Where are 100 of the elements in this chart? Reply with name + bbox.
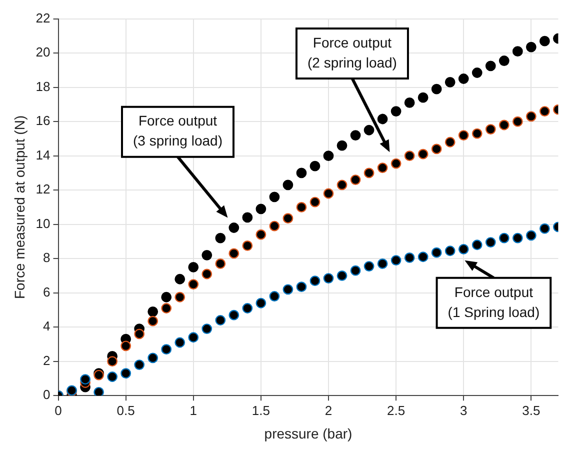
point bbox=[228, 222, 240, 233]
point bbox=[215, 232, 226, 244]
point bbox=[404, 98, 415, 108]
point bbox=[188, 279, 199, 290]
point bbox=[485, 60, 496, 72]
point bbox=[228, 248, 240, 259]
x-tick-label: 0.5 bbox=[116, 402, 135, 418]
point bbox=[472, 68, 482, 78]
point bbox=[404, 150, 415, 162]
point bbox=[174, 292, 186, 302]
y-tick-label: 6 bbox=[43, 284, 50, 300]
y-tick-label: 12 bbox=[36, 182, 50, 197]
point bbox=[161, 344, 172, 355]
annotation: Force output (1 Spring load) bbox=[448, 284, 540, 320]
point bbox=[310, 276, 320, 286]
point bbox=[148, 352, 158, 364]
point bbox=[161, 303, 172, 314]
point bbox=[174, 274, 186, 284]
point bbox=[161, 292, 172, 302]
point bbox=[228, 310, 240, 320]
y-tick-label: 14 bbox=[36, 147, 50, 162]
point bbox=[498, 120, 510, 130]
point bbox=[512, 116, 523, 127]
point bbox=[282, 180, 294, 190]
point bbox=[107, 372, 118, 382]
y-tick-label: 16 bbox=[36, 113, 50, 128]
point bbox=[377, 162, 388, 174]
point bbox=[539, 106, 550, 116]
point bbox=[242, 212, 253, 223]
point bbox=[404, 252, 415, 263]
point bbox=[242, 240, 253, 251]
point bbox=[472, 128, 482, 139]
x-tick-label: 3 bbox=[460, 402, 468, 418]
point bbox=[444, 136, 456, 148]
point bbox=[539, 36, 550, 46]
point bbox=[458, 244, 469, 254]
point bbox=[336, 180, 348, 190]
point bbox=[364, 124, 374, 136]
point bbox=[282, 284, 294, 295]
point bbox=[350, 174, 361, 185]
point bbox=[148, 316, 158, 326]
point bbox=[215, 315, 226, 326]
point bbox=[188, 262, 199, 272]
point bbox=[310, 196, 320, 208]
point bbox=[242, 303, 253, 314]
y-tick-label: 2 bbox=[43, 352, 50, 368]
y-tick-label: 20 bbox=[36, 44, 50, 60]
point bbox=[418, 252, 428, 262]
point bbox=[377, 114, 388, 124]
point bbox=[431, 84, 442, 94]
point bbox=[390, 106, 402, 116]
point bbox=[458, 74, 469, 84]
point bbox=[134, 328, 145, 340]
point bbox=[526, 111, 536, 122]
y-tick-label: 8 bbox=[43, 250, 50, 266]
point bbox=[350, 130, 361, 140]
x-tick-label: 2.5 bbox=[387, 402, 406, 418]
x-tick-label: 1 bbox=[190, 402, 197, 418]
y-tick-label: 0 bbox=[43, 387, 50, 402]
point bbox=[134, 360, 145, 370]
point bbox=[107, 356, 118, 367]
point bbox=[485, 124, 496, 134]
point bbox=[526, 42, 536, 52]
x-tick-label: 1.5 bbox=[252, 402, 270, 418]
point bbox=[202, 324, 212, 334]
point bbox=[310, 160, 320, 172]
annotation: Force output (3 spring load) bbox=[132, 112, 222, 149]
point bbox=[269, 192, 280, 202]
point bbox=[323, 273, 334, 284]
point bbox=[296, 202, 307, 212]
point bbox=[350, 265, 361, 276]
x-tick-label: 3.5 bbox=[522, 402, 540, 418]
point bbox=[512, 232, 523, 244]
point bbox=[296, 282, 307, 292]
y-tick-label: 22 bbox=[36, 10, 50, 26]
y-tick-label: 18 bbox=[36, 78, 50, 94]
point bbox=[364, 261, 374, 272]
y-axis-title: Force measured at output (N) bbox=[11, 115, 28, 300]
point bbox=[458, 130, 469, 140]
x-tick-label: 0 bbox=[54, 402, 62, 418]
annotation: Force output (2 spring load) bbox=[307, 34, 397, 70]
point bbox=[498, 56, 510, 66]
point bbox=[431, 144, 442, 154]
point bbox=[498, 232, 510, 244]
point bbox=[539, 223, 550, 234]
point bbox=[431, 247, 442, 258]
point bbox=[80, 374, 90, 385]
point bbox=[269, 220, 280, 232]
point bbox=[94, 386, 104, 396]
y-tick-label: 10 bbox=[36, 216, 50, 231]
x-axis-title: pressure (bar) bbox=[264, 425, 352, 442]
point bbox=[336, 140, 348, 151]
point bbox=[336, 270, 348, 281]
point bbox=[215, 258, 226, 269]
point bbox=[472, 240, 482, 250]
point bbox=[282, 213, 294, 224]
point bbox=[120, 340, 132, 352]
y-tick-label: 4 bbox=[43, 318, 50, 334]
point bbox=[188, 332, 199, 343]
point bbox=[256, 204, 266, 214]
